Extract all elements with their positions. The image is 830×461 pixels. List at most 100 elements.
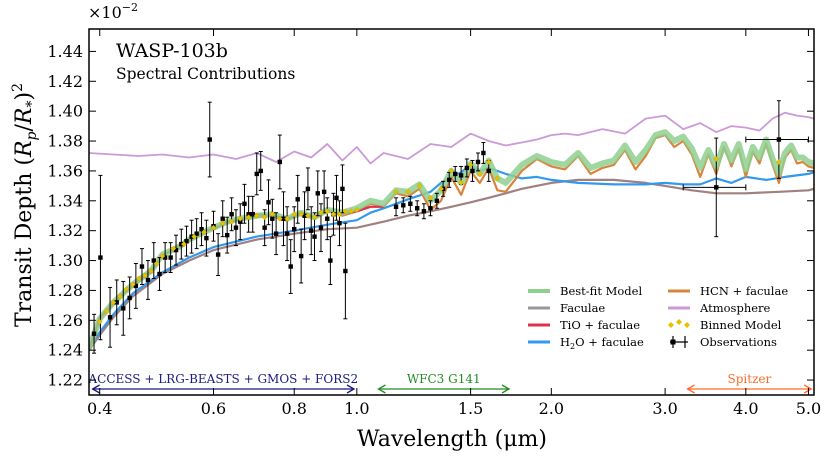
observation-marker — [91, 331, 97, 336]
observation-point — [238, 203, 243, 241]
observation-point — [288, 239, 293, 294]
observation-marker — [464, 165, 470, 171]
binned-model-point — [159, 253, 166, 259]
x-axis-label: Wavelength (μm) — [357, 427, 547, 452]
observation-point — [229, 197, 234, 232]
observation-marker — [133, 283, 139, 289]
y-tick-label: 1.24 — [47, 341, 83, 360]
instrument-band-wfc3-g141: WFC3 G141 — [377, 372, 511, 394]
observation-marker — [328, 258, 333, 263]
observation-point — [242, 183, 247, 224]
observation-point — [139, 248, 145, 285]
y-tick-label: 1.38 — [47, 132, 83, 151]
observation-point — [414, 200, 420, 217]
binned-model-point — [261, 214, 268, 221]
observation-marker — [254, 171, 259, 177]
observation-marker — [295, 197, 300, 202]
observation-marker — [318, 225, 324, 230]
binned-model-point — [219, 220, 226, 227]
legend-entry-hcn-faculae: HCN + faculae — [668, 284, 788, 298]
observation-marker — [414, 206, 420, 211]
observation-point — [298, 228, 304, 284]
observation-point — [250, 195, 255, 233]
series-faculae — [89, 178, 814, 351]
observation-point — [464, 158, 470, 178]
observation-marker — [343, 268, 348, 274]
observation-marker — [246, 212, 251, 217]
legend-label: Observations — [700, 335, 777, 349]
legend-diamond — [676, 319, 682, 325]
legend-diamond — [668, 322, 674, 328]
binned-model-point — [191, 233, 198, 240]
y-tick-label: 1.28 — [47, 281, 83, 300]
observation-point — [277, 134, 283, 190]
observation-point — [224, 216, 230, 254]
y-axis-label: Transit Depth (Rp/R*)2 — [10, 83, 40, 327]
y-tick-label: 1.36 — [47, 161, 83, 180]
observation-point — [682, 137, 747, 238]
observation-marker — [220, 216, 225, 221]
observation-point — [207, 101, 212, 178]
x-tick-label: 0.6 — [201, 399, 226, 418]
observation-point — [325, 197, 330, 241]
binned-model-point — [103, 308, 110, 315]
legend-label: Atmosphere — [699, 301, 771, 315]
y-multiplier: ×10−2 — [88, 1, 138, 22]
binned-model-point — [201, 229, 207, 236]
legend-label: TiO + faculae — [560, 318, 640, 332]
binned-model-point — [181, 241, 187, 248]
observation-point — [145, 260, 151, 300]
observation-point — [343, 222, 348, 320]
observation-point — [273, 212, 279, 256]
x-tick-label: 3.0 — [652, 399, 677, 418]
observation-marker — [233, 225, 239, 230]
x-tick-label: 1.5 — [458, 399, 483, 418]
legend-entry-binned-model: Binned Model — [668, 318, 782, 332]
observation-point — [305, 167, 311, 211]
chart-subtitle: Spectral Contributions — [116, 65, 295, 83]
series-best-fit-model — [89, 129, 814, 350]
observation-point — [421, 203, 427, 220]
observation-marker — [486, 168, 491, 174]
instrument-band-access-lrg-beasts-gmos-fors2: ACCESS + LRG-BEASTS + GMOS + FORS2 — [88, 372, 358, 394]
x-tick-label: 0.8 — [281, 399, 306, 418]
observation-point — [393, 197, 399, 217]
y-tick-label: 1.22 — [47, 371, 83, 390]
observation-marker — [242, 201, 247, 206]
observation-marker — [288, 264, 293, 269]
legend-label: Binned Model — [700, 318, 782, 332]
chart-title: WASP-103b — [116, 40, 228, 62]
x-tick-label: 2.0 — [539, 399, 564, 418]
band-arrow-head — [686, 384, 695, 394]
legend-entry-tio-faculae: TiO + faculae — [528, 318, 640, 332]
observation-marker — [151, 258, 156, 263]
observation-marker — [273, 231, 279, 236]
binned-model-point — [237, 215, 244, 222]
binned-model-point — [448, 168, 455, 174]
legend-entry-best-fit-model: Best-fit Model — [528, 284, 642, 298]
observation-point — [233, 209, 239, 247]
binned-model-point — [228, 218, 235, 225]
observation-marker — [298, 253, 304, 259]
observation-marker — [337, 221, 342, 226]
binned-model-point — [324, 208, 331, 215]
band-arrow-head — [803, 384, 813, 394]
observation-point — [315, 170, 320, 217]
y-tick-label: 1.30 — [47, 251, 83, 270]
binned-model-point — [393, 188, 399, 195]
observation-point — [98, 174, 103, 341]
observation-marker — [305, 186, 311, 192]
observation-marker — [340, 186, 345, 192]
x-tick-label: 0.4 — [87, 399, 112, 418]
binned-model-point — [348, 208, 355, 215]
observation-marker — [121, 306, 126, 311]
observation-point — [133, 263, 139, 309]
observation-marker — [334, 195, 339, 201]
observation-point — [284, 206, 290, 262]
observation-point — [162, 242, 168, 274]
legend-diamond — [684, 322, 690, 328]
observation-marker — [98, 255, 103, 260]
legend-entry-h2o-faculae: H2O + faculae — [528, 335, 644, 351]
observation-marker — [199, 226, 204, 232]
